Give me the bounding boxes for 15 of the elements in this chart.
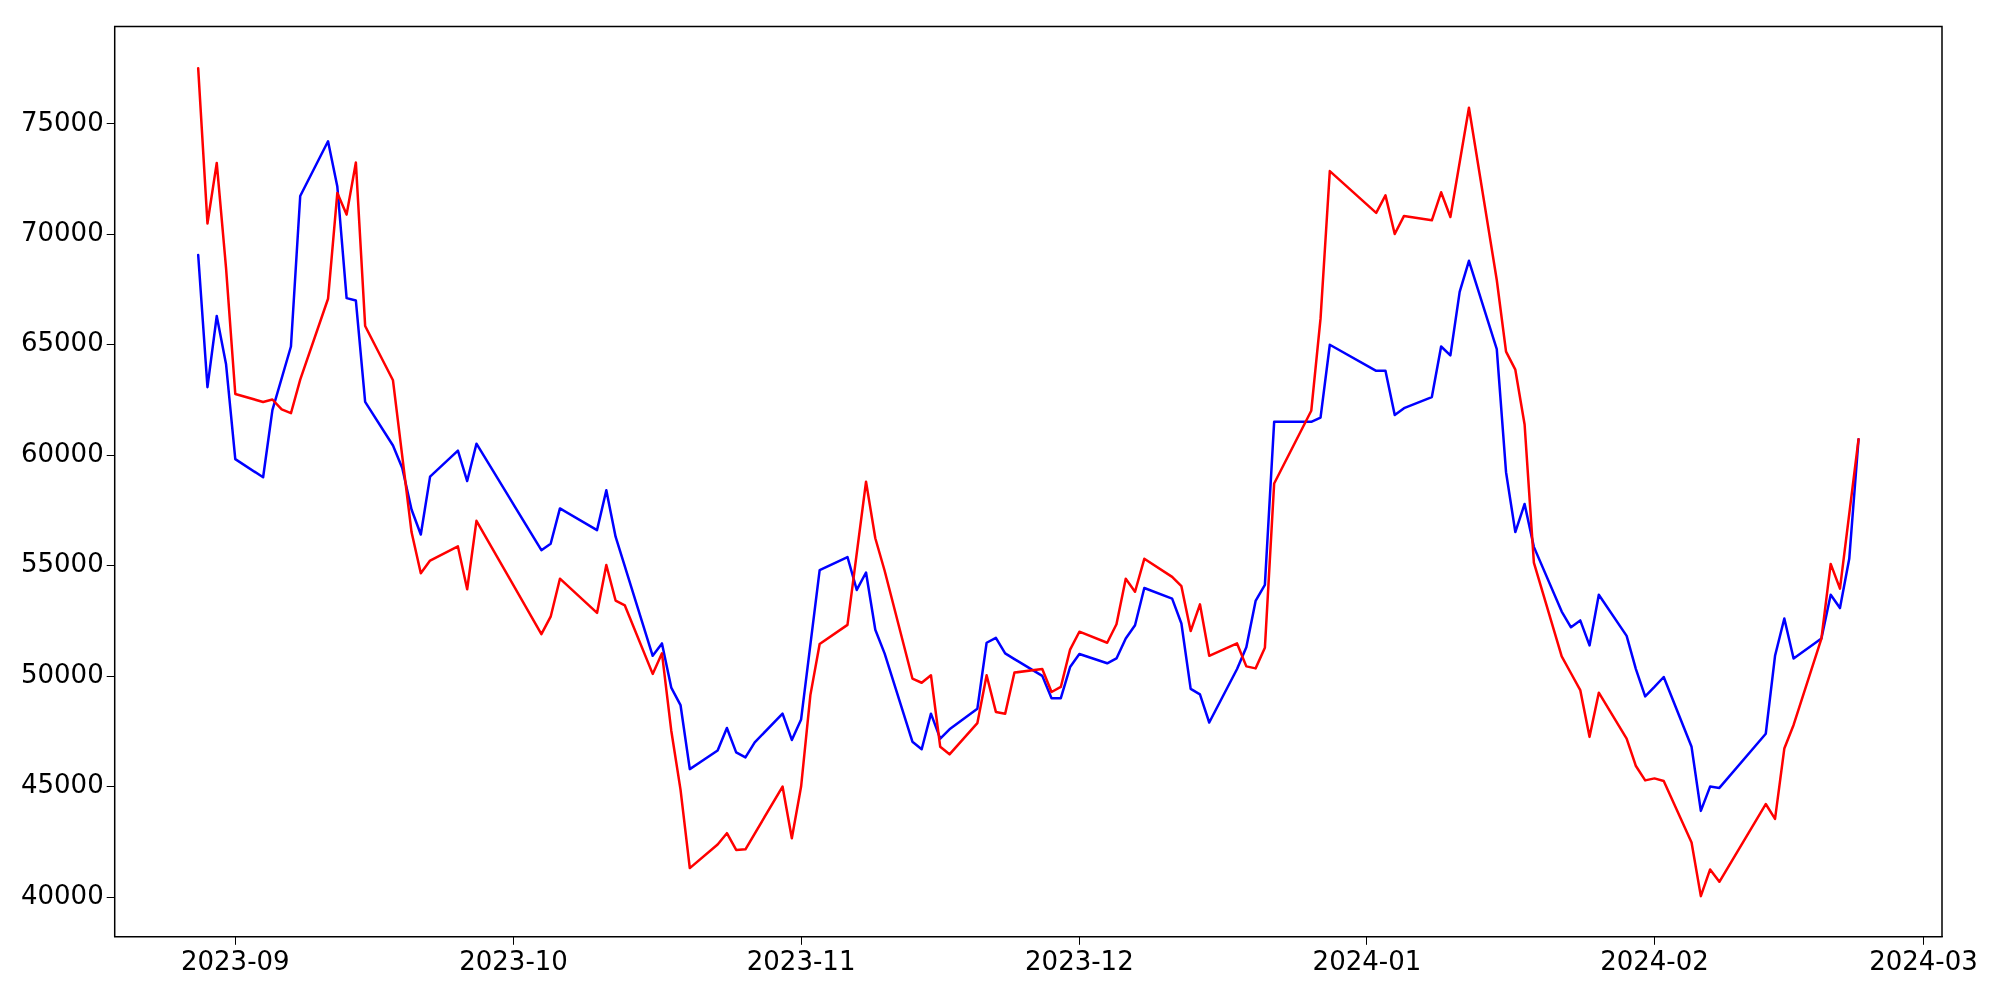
y-tick-label: 60000 [20, 437, 104, 468]
y-tick-label: 40000 [20, 879, 104, 910]
y-tick-label: 75000 [20, 106, 104, 137]
x-tick-label: 2023-12 [1025, 946, 1134, 977]
y-tick-label: 65000 [20, 327, 104, 358]
y-tick-label: 70000 [20, 217, 104, 248]
x-tick-label: 2023-09 [180, 946, 290, 977]
x-tick-label: 2024-03 [1869, 946, 1978, 977]
x-tick-label: 2023-11 [746, 946, 856, 977]
y-tick-label: 55000 [20, 548, 104, 579]
y-tick-label: 45000 [20, 769, 104, 800]
y-tick-label: 50000 [20, 658, 104, 689]
x-tick-label: 2024-02 [1600, 946, 1709, 977]
x-tick-label: 2024-01 [1312, 946, 1422, 977]
x-tick-label: 2023-10 [459, 946, 568, 977]
